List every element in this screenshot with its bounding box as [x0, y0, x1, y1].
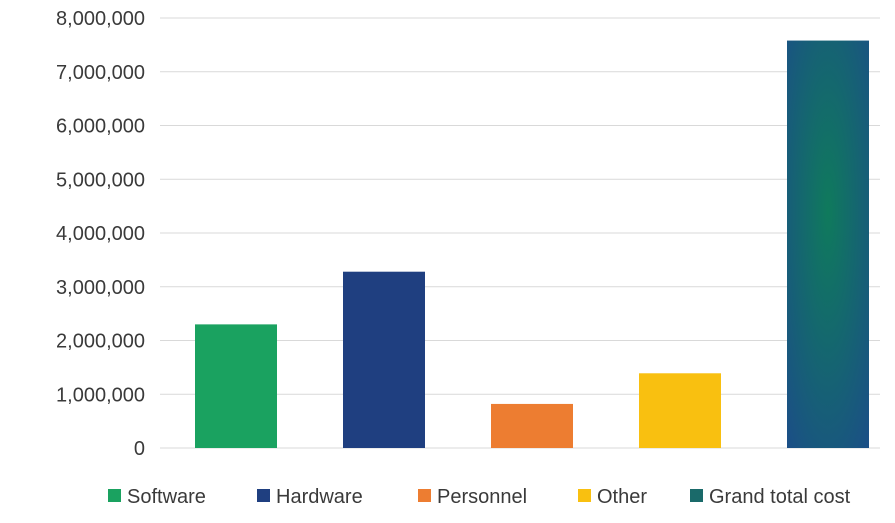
y-tick-label: 5,000,000 — [56, 169, 145, 191]
legend-label: Software — [127, 486, 206, 508]
y-tick-label: 4,000,000 — [56, 223, 145, 245]
legend-swatch — [578, 489, 591, 502]
bar-software — [195, 324, 277, 448]
y-axis-ticks: 0 1,000,000 2,000,000 3,000,000 4,000,000 5,0… — [56, 8, 145, 460]
bar-other — [639, 373, 721, 448]
y-tick-label: 2,000,000 — [56, 331, 145, 353]
legend: Software Hardware Personnel Other Grand tota… — [108, 486, 851, 508]
gridlines — [160, 17, 880, 449]
bar-hardware — [343, 271, 425, 448]
legend-swatch — [108, 489, 121, 502]
legend-label: Hardware — [276, 486, 363, 508]
y-tick-label: 3,000,000 — [56, 277, 145, 299]
y-tick-label: 8,000,000 — [56, 8, 145, 30]
legend-swatch — [418, 489, 431, 502]
legend-swatch — [257, 489, 270, 502]
legend-label: Grand total cost — [709, 486, 851, 508]
bar-grand-total-cost — [787, 40, 869, 448]
bars — [195, 40, 869, 448]
y-tick-label: 6,000,000 — [56, 116, 145, 138]
y-tick-label: 0 — [134, 438, 145, 460]
y-tick-label: 7,000,000 — [56, 62, 145, 84]
legend-label: Other — [597, 486, 647, 508]
y-tick-label: 1,000,000 — [56, 384, 145, 406]
legend-swatch — [690, 489, 703, 502]
bar-personnel — [491, 403, 573, 448]
legend-label: Personnel — [437, 486, 527, 508]
